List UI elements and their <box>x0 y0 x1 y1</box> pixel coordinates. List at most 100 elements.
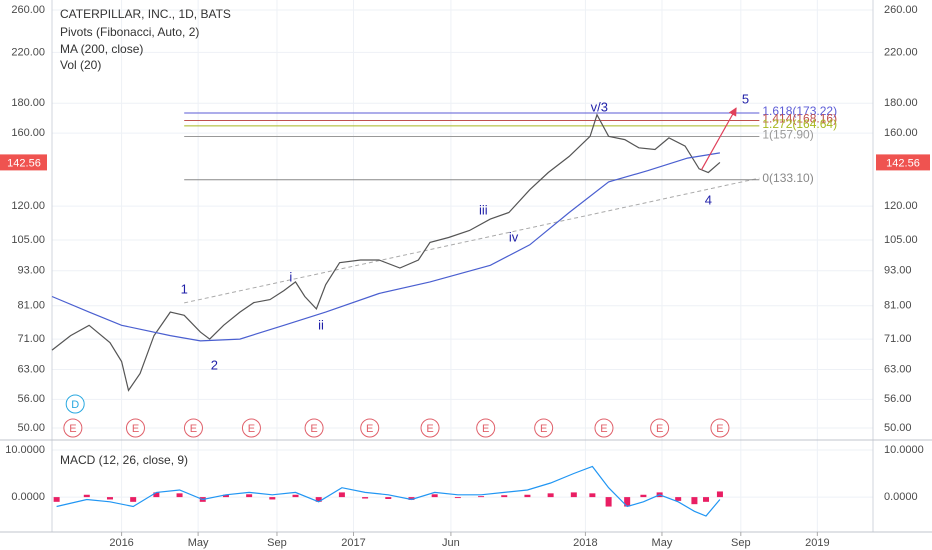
histogram-bar <box>501 495 508 498</box>
x-tick-label: 2017 <box>341 537 365 549</box>
x-tick-label: 2019 <box>805 537 829 549</box>
legend-pivots: Pivots (Fibonacci, Auto, 2) <box>60 25 199 39</box>
y-tick-label-left: 71.00 <box>17 333 45 345</box>
earnings-label: E <box>310 423 317 435</box>
histogram-bar <box>362 497 369 499</box>
pivot-label: 0(133.10) <box>762 171 813 185</box>
y-tick-label-left: 160.00 <box>11 127 45 139</box>
histogram-bar <box>246 494 253 498</box>
histogram-bar <box>153 492 160 498</box>
pivot-label: 1.414(168.16) <box>762 112 837 126</box>
x-tick-label: 2018 <box>573 537 597 549</box>
wave-label: 4 <box>705 192 712 207</box>
histogram-bar <box>338 492 345 498</box>
earnings-label: E <box>132 423 139 435</box>
wave-label: iv <box>509 229 519 244</box>
earnings-label: E <box>426 423 433 435</box>
earnings-label: E <box>190 423 197 435</box>
y-tick-label-left: 0.0000 <box>11 491 45 503</box>
last-price-box <box>876 154 930 171</box>
histogram-bar <box>106 497 113 500</box>
y-tick-label-left: 10.0000 <box>5 444 45 456</box>
y-tick-label-right: 120.00 <box>884 200 918 212</box>
earnings-marker <box>63 418 83 438</box>
histogram-bar <box>222 494 229 498</box>
histogram-bar <box>703 497 710 502</box>
last-price-label: 142.56 <box>886 157 920 169</box>
histogram-bar <box>640 494 647 498</box>
histogram-bar <box>269 497 276 500</box>
x-tick-label: Jun <box>442 537 460 549</box>
legend-ma: MA (200, close) <box>60 42 143 56</box>
earnings-label: E <box>656 423 663 435</box>
earnings-label: E <box>482 423 489 435</box>
macd-title: MACD (12, 26, close, 9) <box>60 453 188 467</box>
pivot-label: 1.272(164.64) <box>762 117 837 131</box>
dividends-label: D <box>71 399 79 411</box>
earnings-label: E <box>540 423 547 435</box>
y-tick-label-left: 63.00 <box>17 363 45 375</box>
histogram-bar <box>691 497 698 505</box>
last-price-label: 142.56 <box>7 157 41 169</box>
dividends-marker <box>65 394 85 414</box>
earnings-marker <box>360 418 380 438</box>
earnings-marker <box>594 418 614 438</box>
earnings-label: E <box>716 423 723 435</box>
chart-title: CATERPILLAR, INC., 1D, BATS <box>60 7 231 21</box>
series-line <box>51 152 720 342</box>
projection-arrow <box>700 107 737 171</box>
earnings-marker <box>534 418 554 438</box>
earnings-marker <box>241 418 261 438</box>
histogram-bar <box>716 491 723 498</box>
y-tick-label-right: 0.0000 <box>884 491 918 503</box>
y-tick-label-left: 105.00 <box>11 234 45 246</box>
wave-label: ii <box>318 318 324 333</box>
earnings-marker <box>304 418 324 438</box>
histogram-bar <box>385 497 392 499</box>
earnings-marker <box>476 418 496 438</box>
y-tick-label-left: 93.00 <box>17 265 45 277</box>
earnings-label: E <box>366 423 373 435</box>
y-tick-label-left: 180.00 <box>11 97 45 109</box>
y-tick-label-right: 180.00 <box>884 97 918 109</box>
legend-vol: Vol (20) <box>60 58 101 72</box>
wave-label: 2 <box>211 358 218 373</box>
earnings-label: E <box>69 423 76 435</box>
x-tick-label: Sep <box>731 537 751 549</box>
histogram-bar <box>176 493 183 498</box>
earnings-marker <box>650 418 670 438</box>
histogram-bar <box>605 497 612 507</box>
histogram-bar <box>524 494 531 498</box>
histogram-bar <box>130 497 137 502</box>
y-tick-label-right: 10.0000 <box>884 444 924 456</box>
grid <box>52 0 873 532</box>
earnings-marker <box>420 418 440 438</box>
trendline <box>184 177 760 304</box>
x-tick-label: 2016 <box>109 537 133 549</box>
histogram-bar <box>53 497 60 502</box>
wave-label: 1 <box>181 281 188 296</box>
x-tick-label: May <box>652 537 673 549</box>
earnings-marker <box>710 418 730 438</box>
earnings-marker <box>125 418 145 438</box>
wave-label: iii <box>479 202 488 217</box>
x-tick-label: May <box>188 537 209 549</box>
y-tick-label-right: 63.00 <box>884 363 912 375</box>
y-tick-label-right: 105.00 <box>884 234 918 246</box>
y-tick-label-right: 160.00 <box>884 127 918 139</box>
histogram-bar <box>675 497 682 501</box>
histogram-bar <box>478 496 485 498</box>
y-tick-label-left: 56.00 <box>17 393 45 405</box>
pivot-label: 1(157.90) <box>762 128 813 142</box>
y-tick-label-right: 260.00 <box>884 4 918 16</box>
y-tick-label-right: 93.00 <box>884 265 912 277</box>
histogram-bar <box>292 494 299 498</box>
histogram-bar <box>589 493 596 498</box>
histogram-bar <box>570 492 577 498</box>
y-tick-label-left: 220.00 <box>11 46 45 58</box>
last-price-box <box>0 154 47 171</box>
histogram-bar <box>431 494 438 498</box>
earnings-label: E <box>600 423 607 435</box>
histogram-bar <box>83 494 90 498</box>
